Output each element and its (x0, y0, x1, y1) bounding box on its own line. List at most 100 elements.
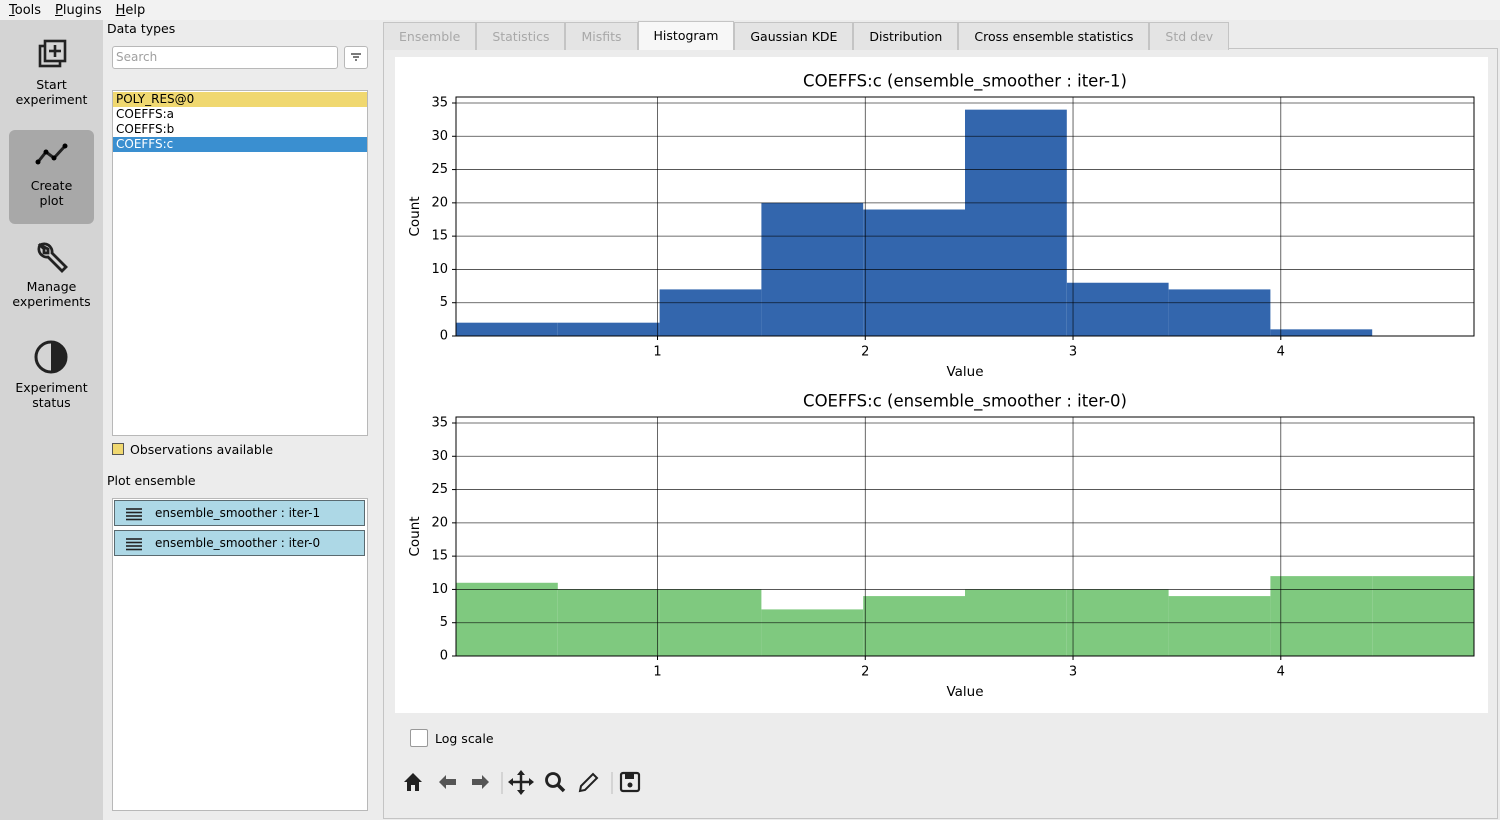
chart: 0 5 10 15 20 25 30 35 1 2 3 4 COEFFS:c (ensemble_smo… (407, 392, 1475, 697)
y-tick-label: 5 (440, 295, 448, 310)
data-type-item[interactable]: POLY_RES@0 (113, 92, 367, 107)
chart-title: COEFFS:c (ensemble_smoother : iter-0) (803, 392, 1127, 412)
sidebar-button-label: Create plot (30, 178, 73, 208)
tab-bar: Ensemble Statistics Misfits Histogram Gaussi… (383, 21, 1230, 50)
sidebar: Start experiment Create plot Manage experi… (0, 20, 103, 820)
log-scale-label: Log scale (435, 731, 494, 746)
tab[interactable]: Histogram (637, 21, 735, 50)
y-tick-label: 35 (431, 95, 448, 110)
filter-button[interactable] (344, 46, 368, 69)
ensemble-label: ensemble_smoother : iter-0 (155, 536, 321, 550)
axes-frame (455, 96, 1475, 337)
tab: Std dev (1149, 22, 1230, 50)
ensemble-item[interactable]: ensemble_smoother : iter-0 (114, 530, 365, 556)
sidebar-button[interactable]: Create plot (9, 130, 94, 224)
y-tick-label: 10 (431, 582, 448, 597)
pan-button[interactable] (508, 770, 534, 795)
x-axis-label: Value (946, 684, 983, 697)
y-tick-label: 5 (440, 615, 448, 630)
sidebar-icon (38, 39, 66, 68)
sidebar-icon (35, 143, 67, 165)
toolbar (404, 770, 641, 795)
histogram-bar (557, 322, 660, 336)
sidebar-icon (36, 242, 68, 273)
edit-button[interactable] (578, 772, 599, 793)
y-tick-label: 15 (431, 229, 448, 244)
histogram-bar (659, 289, 762, 336)
sidebar-button[interactable]: Manage experiments (9, 231, 94, 325)
y-tick-label: 25 (431, 162, 448, 177)
x-tick-label: 1 (653, 345, 661, 360)
y-axis-label: Count (407, 196, 423, 236)
y-tick-label: 10 (431, 262, 448, 277)
histogram-bar (1270, 329, 1373, 336)
axes-frame (455, 416, 1475, 657)
data-type-item[interactable]: COEFFS:c (113, 137, 367, 152)
y-tick-label: 30 (431, 449, 448, 464)
x-tick-label: 3 (1069, 665, 1077, 680)
tab: Misfits (565, 22, 638, 50)
y-tick-label: 20 (431, 195, 448, 210)
ensemble-item[interactable]: ensemble_smoother : iter-1 (114, 500, 365, 526)
histogram-bar (1066, 282, 1169, 336)
data-type-item[interactable]: COEFFS:a (116, 107, 175, 121)
search-input[interactable]: Search (112, 46, 338, 69)
log-scale-checkbox[interactable] (410, 729, 428, 747)
histogram-bar (863, 209, 965, 336)
y-tick-label: 20 (431, 515, 448, 530)
sidebar-icon (34, 340, 67, 374)
menu-item[interactable]: Help (115, 2, 146, 18)
histogram-bar (1270, 576, 1373, 656)
tab[interactable]: Distribution (853, 22, 959, 50)
x-tick-label: 2 (861, 345, 869, 360)
histogram-bar (456, 322, 558, 336)
tab: Statistics (476, 22, 566, 50)
histogram-bar (761, 609, 864, 656)
histogram-bar (1168, 596, 1271, 656)
y-tick-label: 0 (440, 649, 448, 664)
observation-legend: Observations available (130, 442, 274, 457)
y-tick-label: 30 (431, 129, 448, 144)
tab[interactable]: Cross ensemble statistics (958, 22, 1150, 50)
sidebar-button-label: Start experiment (15, 77, 88, 107)
drag-handle (126, 538, 142, 551)
data-type-item[interactable]: COEFFS:b (116, 122, 175, 136)
save-button[interactable] (619, 771, 641, 793)
histogram-bar (965, 109, 1067, 337)
menu-item[interactable]: Plugins (55, 2, 102, 18)
y-tick-label: 25 (431, 482, 448, 497)
back-button[interactable] (439, 775, 456, 789)
sidebar-button[interactable]: Start experiment (9, 29, 94, 123)
sidebar-button-label: Manage experiments (12, 279, 91, 309)
ensemble-list: ensemble_smoother : iter-1 ensemble_smoot… (112, 498, 368, 811)
menu-item[interactable]: Tools (9, 2, 42, 18)
figure-area: 0 5 10 15 20 25 30 35 1 2 3 4 COEFFS:c (ensemble_smo… (395, 57, 1488, 713)
home-button[interactable] (404, 773, 422, 791)
tab[interactable]: Gaussian KDE (734, 22, 854, 50)
forward-button[interactable] (472, 775, 489, 789)
x-tick-label: 4 (1277, 665, 1285, 680)
x-tick-label: 2 (861, 665, 869, 680)
histogram-bar (1372, 576, 1474, 656)
drag-handle (126, 508, 142, 521)
histogram-bar (1168, 289, 1271, 336)
menu-bar: Tools Plugins Help (0, 0, 1500, 20)
tab: Ensemble (383, 22, 477, 50)
filter-icon (351, 53, 361, 61)
plot-ensemble-title: Plot ensemble (107, 473, 196, 488)
y-axis-label: Count (407, 516, 423, 556)
data-types-title: Data types (107, 21, 176, 36)
chart-title: COEFFS:c (ensemble_smoother : iter-1) (803, 72, 1127, 92)
zoom-button[interactable] (545, 772, 566, 793)
y-tick-label: 0 (440, 329, 448, 344)
chart: 0 5 10 15 20 25 30 35 1 2 3 4 COEFFS:c (ensemble_smo… (407, 72, 1475, 377)
y-tick-label: 15 (431, 549, 448, 564)
ensemble-label: ensemble_smoother : iter-1 (155, 506, 321, 520)
sidebar-button-label: Experiment status (15, 380, 88, 410)
x-tick-label: 1 (653, 665, 661, 680)
histogram-bar (456, 582, 558, 656)
histogram-bar (863, 596, 965, 656)
sidebar-button[interactable]: Experiment status (9, 332, 94, 426)
x-tick-label: 4 (1277, 345, 1285, 360)
